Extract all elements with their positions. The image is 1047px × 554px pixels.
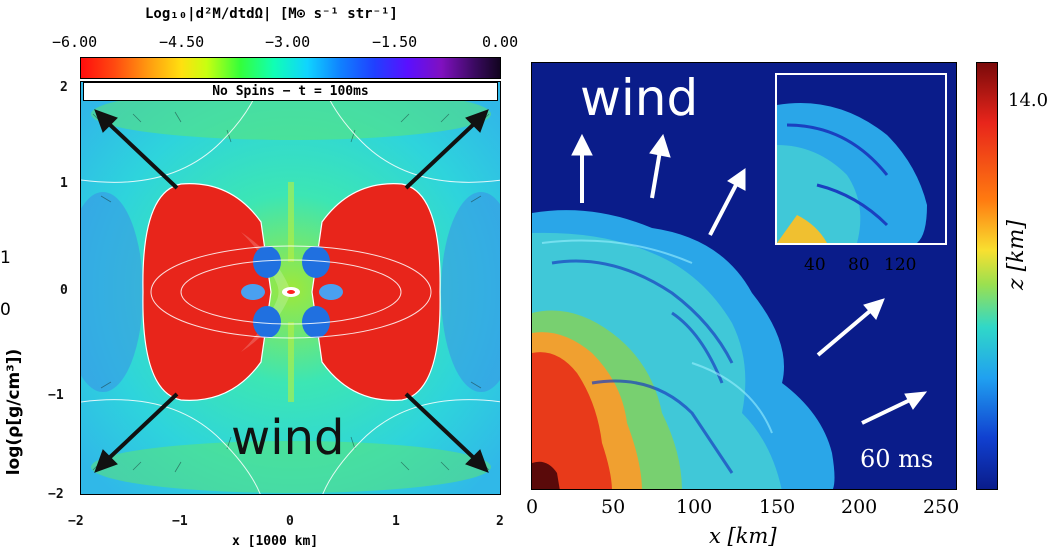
right-x-tick: 50 xyxy=(601,496,626,518)
inset-x-tick: 120 xyxy=(884,255,917,275)
left-x-tick: −1 xyxy=(172,514,188,529)
right-x-tick: 0 xyxy=(526,496,539,518)
clipped-tick: 0 xyxy=(0,300,11,320)
left-panel: Log₁₀|d²M/dtdΩ| [M⊙ s⁻¹ str⁻¹] −6.00 −4.… xyxy=(0,6,519,549)
right-colorbar xyxy=(976,62,998,490)
left-plot-area: No Spins − t = 100ms wind xyxy=(80,81,501,495)
inset-x-tick: 80 xyxy=(848,255,870,275)
right-x-tick: 200 xyxy=(841,496,878,518)
right-heatmap xyxy=(532,63,956,489)
right-x-tick: 250 xyxy=(923,496,960,518)
left-y-tick: 1 xyxy=(60,176,68,191)
inset-x-tick: 40 xyxy=(804,255,826,275)
left-x-tick: 0 xyxy=(286,514,294,529)
left-wind-annotation: wind xyxy=(231,410,345,466)
right-panel: wind 60 ms 40 80 120 0 50 100 150 200 25… xyxy=(526,0,1047,554)
clipped-axis-label: log(ρ[g/cm³]) xyxy=(4,348,24,476)
left-y-tick: −2 xyxy=(48,487,64,502)
inset-heatmap xyxy=(777,75,945,243)
left-x-tick: 2 xyxy=(496,514,504,529)
right-x-axis-label: x [km] xyxy=(709,524,777,548)
left-x-axis-label: x [1000 km] xyxy=(232,534,319,549)
left-y-tick: −1 xyxy=(48,388,64,403)
clipped-tick: 1 xyxy=(0,248,11,268)
left-colorbar-tick: −1.50 xyxy=(372,33,418,51)
left-x-tick: −2 xyxy=(68,514,84,529)
left-y-tick: 2 xyxy=(60,80,68,95)
inset-plot xyxy=(775,73,947,245)
left-y-tick: 0 xyxy=(60,283,68,298)
left-colorbar-label: Log₁₀|d²M/dtdΩ| [M⊙ s⁻¹ str⁻¹] xyxy=(145,6,398,22)
right-colorbar-label: z [km] xyxy=(1004,220,1029,290)
right-x-tick: 150 xyxy=(759,496,796,518)
left-panel-title: No Spins − t = 100ms xyxy=(83,82,498,101)
left-x-tick: 1 xyxy=(392,514,400,529)
right-colorbar-tick: 14.0 xyxy=(1008,90,1047,111)
right-plot-area: wind 60 ms xyxy=(531,62,957,490)
left-heatmap xyxy=(81,82,500,494)
right-x-tick: 100 xyxy=(676,496,713,518)
time-label: 60 ms xyxy=(860,445,934,473)
right-wind-annotation: wind xyxy=(580,69,699,127)
left-colorbar xyxy=(80,57,501,79)
left-colorbar-tick: −3.00 xyxy=(265,33,311,51)
left-colorbar-tick: −6.00 xyxy=(52,33,98,51)
left-colorbar-tick: −4.50 xyxy=(159,33,205,51)
left-colorbar-tick: 0.00 xyxy=(482,33,519,51)
